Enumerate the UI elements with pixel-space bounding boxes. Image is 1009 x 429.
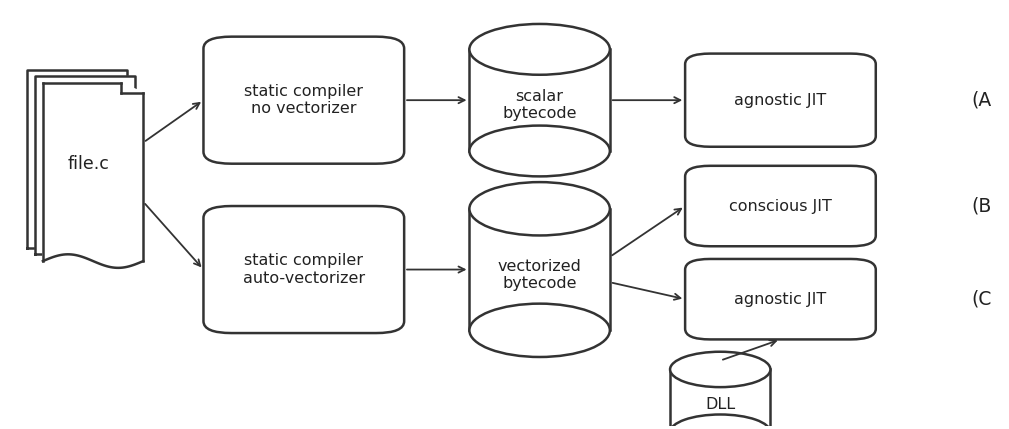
Bar <box>670 369 771 429</box>
FancyBboxPatch shape <box>685 54 876 147</box>
Text: vectorized
bytecode: vectorized bytecode <box>497 259 581 291</box>
FancyBboxPatch shape <box>204 36 405 164</box>
Ellipse shape <box>469 304 609 357</box>
Ellipse shape <box>670 352 771 387</box>
Polygon shape <box>43 83 143 261</box>
Bar <box>469 209 609 330</box>
Ellipse shape <box>469 24 609 75</box>
Text: (B: (B <box>971 196 992 215</box>
Ellipse shape <box>469 182 609 236</box>
Text: (A: (A <box>971 91 992 110</box>
Bar <box>469 49 609 151</box>
Text: static compiler
auto-vectorizer: static compiler auto-vectorizer <box>243 254 365 286</box>
Polygon shape <box>27 69 127 248</box>
Text: static compiler
no vectorizer: static compiler no vectorizer <box>244 84 363 116</box>
Text: (C: (C <box>971 290 992 309</box>
Text: scalar
bytecode: scalar bytecode <box>502 89 577 121</box>
Ellipse shape <box>469 126 609 176</box>
Ellipse shape <box>670 414 771 429</box>
Text: agnostic JIT: agnostic JIT <box>735 292 826 307</box>
FancyBboxPatch shape <box>685 259 876 339</box>
Polygon shape <box>35 76 135 254</box>
Text: agnostic JIT: agnostic JIT <box>735 93 826 108</box>
Text: conscious JIT: conscious JIT <box>730 199 831 214</box>
FancyBboxPatch shape <box>204 206 405 333</box>
Text: DLL: DLL <box>705 397 736 412</box>
Text: file.c: file.c <box>68 155 109 173</box>
FancyBboxPatch shape <box>685 166 876 246</box>
